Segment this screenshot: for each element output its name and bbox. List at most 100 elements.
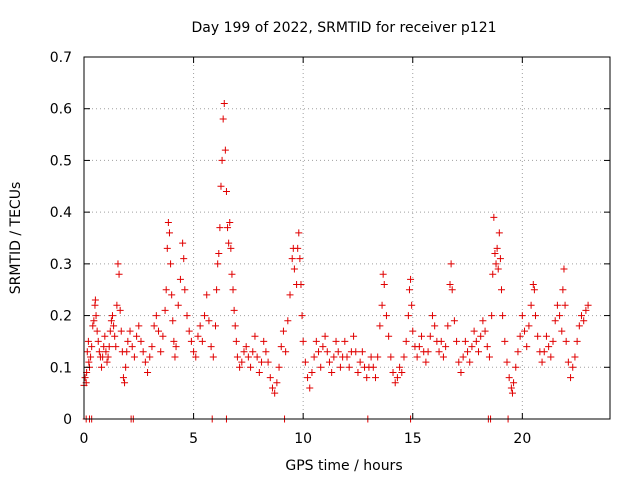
data-point — [179, 239, 187, 247]
data-point — [106, 327, 114, 335]
data-point — [84, 337, 92, 345]
data-point — [83, 348, 91, 356]
data-point — [121, 379, 129, 387]
data-point — [306, 384, 314, 392]
data-point — [542, 332, 550, 340]
data-point — [217, 182, 225, 190]
data-point — [529, 281, 537, 289]
data-point — [569, 363, 577, 371]
data-point — [89, 322, 97, 330]
data-point — [382, 312, 390, 320]
data-point — [113, 301, 121, 309]
data-point — [110, 322, 118, 330]
data-point — [117, 327, 125, 335]
data-point — [418, 332, 426, 340]
data-point — [93, 327, 101, 335]
data-point — [408, 301, 416, 309]
data-point — [258, 358, 266, 366]
y-tick-label: 0 — [63, 412, 72, 428]
data-point — [439, 353, 447, 361]
data-point — [299, 337, 307, 345]
data-point — [402, 337, 410, 345]
y-tick-label: 0.6 — [50, 102, 72, 118]
data-point — [492, 260, 500, 268]
data-point — [170, 337, 178, 345]
data-point — [321, 332, 329, 340]
data-point — [396, 363, 404, 371]
data-point — [580, 317, 588, 325]
data-point — [128, 343, 136, 351]
data-point — [571, 353, 579, 361]
data-point — [490, 213, 498, 221]
data-point — [81, 374, 89, 382]
data-point — [446, 281, 454, 289]
data-point — [345, 363, 353, 371]
y-tick-label: 0.1 — [50, 360, 72, 376]
data-point — [553, 301, 561, 309]
data-point — [221, 146, 229, 154]
data-point — [137, 337, 145, 345]
data-point — [290, 265, 298, 273]
data-point — [556, 312, 564, 320]
data-point — [453, 337, 461, 345]
data-point — [198, 337, 206, 345]
axis-tick-labels: 0 0.1 0.2 0.3 0.4 0.5 0.6 0.7 0 5 10 15 20 — [50, 50, 532, 447]
data-point — [496, 255, 504, 263]
data-point — [126, 327, 134, 335]
data-point — [218, 156, 226, 164]
data-point — [308, 368, 316, 376]
data-point — [534, 332, 542, 340]
data-point — [400, 353, 408, 361]
data-point — [385, 332, 393, 340]
data-point — [527, 301, 535, 309]
data-point — [485, 353, 493, 361]
data-point — [98, 363, 106, 371]
data-point — [549, 337, 557, 345]
data-point — [94, 337, 102, 345]
data-point — [171, 353, 179, 361]
data-point — [108, 312, 116, 320]
data-point — [558, 327, 566, 335]
data-point — [356, 358, 364, 366]
data-point — [444, 322, 452, 330]
data-point — [551, 317, 559, 325]
data-point — [547, 353, 555, 361]
data-point — [236, 363, 244, 371]
data-point — [301, 358, 309, 366]
data-point — [336, 363, 344, 371]
data-point — [227, 244, 235, 252]
data-point — [398, 368, 406, 376]
data-point — [216, 224, 224, 232]
data-point — [489, 270, 497, 278]
data-point — [499, 312, 507, 320]
data-point — [144, 368, 152, 376]
y-axis-label: SRMTID / TECUs — [8, 182, 24, 295]
data-point — [161, 306, 169, 314]
data-point — [435, 348, 443, 356]
data-point — [332, 337, 340, 345]
data-point — [495, 229, 503, 237]
data-point — [374, 353, 382, 361]
data-point — [466, 358, 474, 366]
data-point — [323, 348, 331, 356]
x-axis-label: GPS time / hours — [285, 458, 402, 474]
data-point — [531, 312, 539, 320]
data-point — [220, 100, 228, 108]
data-point — [215, 250, 223, 258]
data-point — [493, 244, 501, 252]
y-tick-label: 0.2 — [50, 309, 72, 325]
data-point — [205, 317, 213, 325]
data-point — [505, 374, 513, 382]
data-point — [328, 368, 336, 376]
y-tick-label: 0.4 — [50, 205, 72, 221]
data-point — [584, 301, 592, 309]
axis-ticks — [83, 56, 610, 420]
data-point — [477, 332, 485, 340]
data-point — [352, 348, 360, 356]
data-point — [273, 379, 281, 387]
data-point — [190, 348, 198, 356]
data-point — [213, 286, 221, 294]
data-point — [260, 337, 268, 345]
data-point — [209, 353, 217, 361]
data-point — [247, 363, 255, 371]
